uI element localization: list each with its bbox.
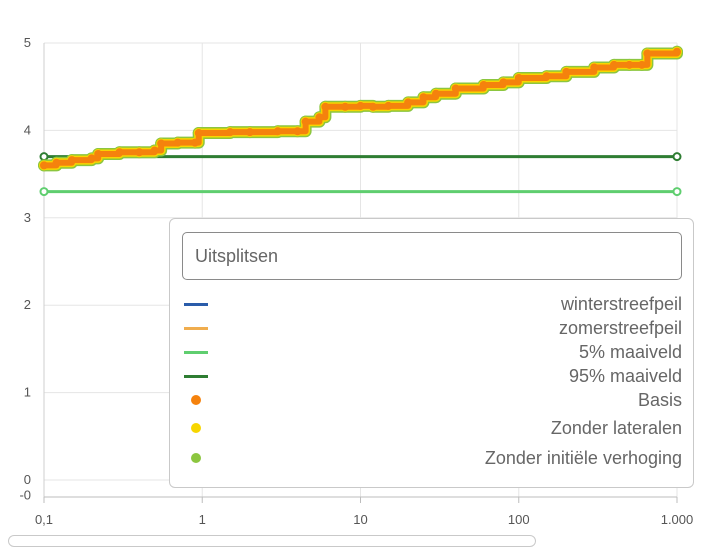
point-basis <box>625 60 634 69</box>
point-basis <box>150 146 159 155</box>
point-basis <box>562 67 571 76</box>
legend-item[interactable]: 5% maaiveld <box>182 340 682 364</box>
point-basis <box>673 47 681 56</box>
legend-item[interactable]: zomerstreefpeil <box>182 316 682 340</box>
legend-item-label: Zonder lateralen <box>550 418 682 438</box>
series-layer <box>38 45 683 197</box>
point-basis <box>643 49 652 58</box>
x-tick-label: 10 <box>353 512 367 527</box>
point-95-maaiveld <box>672 152 682 162</box>
point-basis <box>321 102 330 111</box>
point-basis <box>301 117 310 126</box>
point-basis <box>610 60 619 69</box>
legend-line-swatch <box>184 375 208 378</box>
point-basis <box>341 102 350 111</box>
legend-item[interactable]: Zonder lateralen <box>182 416 682 440</box>
bottom-panel-edge <box>8 535 536 547</box>
x-tick-label: 1 <box>199 512 206 527</box>
point-basis <box>157 139 166 148</box>
point-basis <box>273 127 282 136</box>
x-axis-ticks: 0,1 1 10 100 1.000 <box>35 512 693 527</box>
point-basis <box>404 98 413 107</box>
point-basis <box>451 84 460 93</box>
legend-dot-swatch <box>191 423 201 433</box>
point-basis <box>94 149 103 158</box>
legend-item-label: Basis <box>637 390 682 410</box>
y-tick-label: -0 <box>19 488 31 503</box>
x-tick-label: 100 <box>508 512 530 527</box>
legend-panel: winterstreefpeil zomerstreefpeil 5% maaive… <box>169 218 694 488</box>
point-5-maaiveld <box>39 187 49 197</box>
legend-item-label: 95% maaiveld <box>568 366 682 386</box>
legend-line-swatch <box>184 327 208 330</box>
legend-dot-swatch <box>191 453 201 463</box>
y-tick-label: 5 <box>24 35 31 50</box>
point-basis <box>479 80 488 89</box>
point-basis <box>173 138 182 147</box>
legend-item[interactable]: Zonder initiële verhoging <box>182 446 682 470</box>
point-basis <box>356 101 365 110</box>
point-basis <box>67 156 76 165</box>
legend-item-label: 5% maaiveld <box>578 342 682 362</box>
legend-item-label: Zonder initiële verhoging <box>484 448 682 468</box>
point-95-maaiveld <box>39 152 49 162</box>
point-basis <box>419 93 428 102</box>
point-basis <box>226 128 235 137</box>
point-basis <box>293 127 302 136</box>
point-basis <box>384 101 393 110</box>
point-basis <box>432 89 441 98</box>
legend-item[interactable]: Basis <box>182 388 682 412</box>
point-basis <box>637 60 646 69</box>
point-basis <box>194 129 203 138</box>
point-basis <box>514 73 523 82</box>
legend-item-label: zomerstreefpeil <box>558 318 682 338</box>
y-tick-label: 4 <box>24 122 31 137</box>
point-basis <box>191 138 200 147</box>
point-basis <box>245 128 254 137</box>
legend-dot-swatch <box>191 395 201 405</box>
y-tick-label: 0 <box>24 472 31 487</box>
point-5-maaiveld <box>672 187 682 197</box>
y-tick-label: 3 <box>24 210 31 225</box>
legend-line-swatch <box>184 351 208 354</box>
point-basis <box>40 161 48 170</box>
point-basis <box>87 154 96 163</box>
y-tick-label: 1 <box>24 385 31 400</box>
legend-item-label: winterstreefpeil <box>560 294 682 314</box>
y-axis-ticks: 5 4 3 2 1 0-0 <box>19 35 31 503</box>
x-tick-label: 1.000 <box>661 512 694 527</box>
y-tick-label: 2 <box>24 297 31 312</box>
point-basis <box>135 148 144 157</box>
legend-line-swatch <box>184 303 208 306</box>
legend-item[interactable]: winterstreefpeil <box>182 292 682 316</box>
legend-item[interactable]: 95% maaiveld <box>182 364 682 388</box>
legend-filter-input[interactable] <box>182 232 682 280</box>
point-basis <box>115 148 124 157</box>
x-tick-label: 0,1 <box>35 512 53 527</box>
point-basis <box>52 158 61 167</box>
point-basis <box>369 102 378 111</box>
point-basis <box>542 72 551 81</box>
point-basis <box>315 113 324 122</box>
point-basis <box>499 78 508 87</box>
point-basis <box>590 63 599 72</box>
